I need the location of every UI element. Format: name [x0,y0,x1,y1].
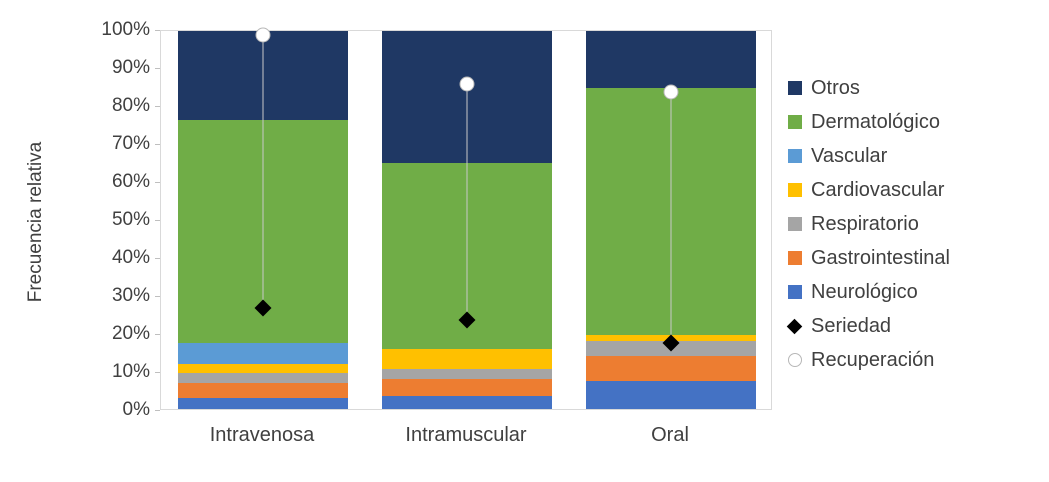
bar-segment [586,380,756,409]
legend-label: Cardiovascular [811,178,945,201]
legend-item: Respiratorio [788,212,950,236]
y-tick-mark [155,296,160,297]
legend-item: Neurológico [788,280,950,304]
legend-label: Respiratorio [811,212,919,235]
legend-item: Vascular [788,144,950,168]
y-tick-label: 40% [111,247,150,268]
bar-segment [382,395,552,409]
recuperacion-marker-icon [255,27,271,43]
y-tick-mark [155,220,160,221]
circle-icon [788,353,802,367]
y-tick-label: 30% [111,285,150,306]
bar-segment [178,382,348,398]
legend-square-icon [788,251,802,265]
legend-square-icon [788,81,802,95]
legend-label: Gastrointestinal [811,246,950,269]
y-tick-mark [155,372,160,373]
recuperacion-marker-icon [459,76,475,92]
recuperacion-marker-icon [663,84,679,100]
bar-segment [178,342,348,364]
y-tick-mark [155,106,160,107]
y-tick-label: 100% [101,19,150,40]
legend-label: Dermatológico [811,110,940,133]
y-tick-mark [155,144,160,145]
bar-segment [382,378,552,396]
y-tick-label: 70% [111,133,150,154]
diamond-icon [786,318,803,334]
y-axis-title: Frecuencia relativa [25,141,46,303]
bar-segment [382,369,552,379]
y-tick-label: 0% [122,399,150,420]
y-tick-mark [155,258,160,259]
bar-oral [586,31,756,409]
bar-segment [178,397,348,409]
legend-item: Otros [788,76,950,100]
y-tick-label: 20% [111,323,150,344]
y-tick-mark [155,182,160,183]
legend-item: Recuperación [788,348,950,372]
legend-label: Seriedad [811,314,892,337]
bar-segment [586,31,756,88]
marker-connector-line [670,91,672,343]
y-tick-label: 60% [111,171,150,192]
x-category-label: Intravenosa [209,424,315,446]
x-category-label: Intramuscular [405,424,527,446]
y-tick-mark [155,68,160,69]
legend-square-icon [788,217,802,231]
x-category-label: Oral [651,424,689,446]
bar-segment [586,356,756,381]
y-tick-mark [155,334,160,335]
bar-segment [382,348,552,370]
bar-segment [178,373,348,383]
legend-item: Dermatológico [788,110,950,134]
legend-label: Recuperación [811,348,935,371]
legend-label: Neurológico [811,280,918,303]
marker-connector-line [262,34,264,309]
plot-area [160,27,772,410]
bar-segment [178,363,348,374]
y-tick-label: 50% [111,209,150,230]
marker-connector-line [466,84,468,320]
y-tick-mark [155,410,160,411]
legend-item: Cardiovascular [788,178,950,202]
legend: Otros Dermatológico Vascular Cardiovascular… [786,76,950,382]
legend-label: Vascular [811,144,888,167]
legend-label: Otros [811,76,860,99]
y-tick-label: 10% [111,361,150,382]
legend-item: Seriedad [786,314,950,338]
legend-square-icon [788,149,802,163]
legend-square-icon [788,285,802,299]
y-tick-label: 90% [111,57,150,78]
legend-square-icon [788,115,802,129]
y-tick-label: 80% [111,95,150,116]
legend-square-icon [788,183,802,197]
y-tick-mark [155,30,160,31]
legend-item: Gastrointestinal [788,246,950,270]
